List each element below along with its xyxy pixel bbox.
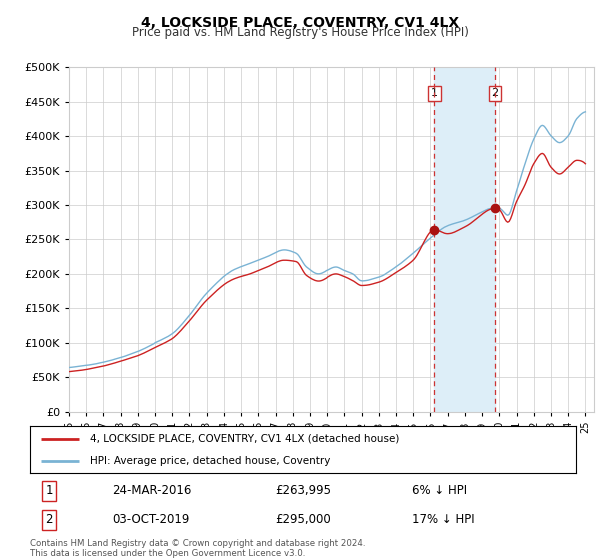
Text: Contains HM Land Registry data © Crown copyright and database right 2024.
This d: Contains HM Land Registry data © Crown c…: [30, 539, 365, 558]
Text: £295,000: £295,000: [276, 513, 331, 526]
Text: 1: 1: [431, 88, 438, 99]
Text: 24-MAR-2016: 24-MAR-2016: [112, 484, 191, 497]
Text: 1: 1: [46, 484, 53, 497]
Text: 2: 2: [491, 88, 499, 99]
Text: HPI: Average price, detached house, Coventry: HPI: Average price, detached house, Cove…: [90, 456, 331, 466]
Text: £263,995: £263,995: [276, 484, 332, 497]
Text: 4, LOCKSIDE PLACE, COVENTRY, CV1 4LX: 4, LOCKSIDE PLACE, COVENTRY, CV1 4LX: [141, 16, 459, 30]
Text: 4, LOCKSIDE PLACE, COVENTRY, CV1 4LX (detached house): 4, LOCKSIDE PLACE, COVENTRY, CV1 4LX (de…: [90, 434, 400, 444]
Bar: [434, 67, 495, 412]
Text: 2: 2: [46, 513, 53, 526]
Text: Price paid vs. HM Land Registry's House Price Index (HPI): Price paid vs. HM Land Registry's House …: [131, 26, 469, 39]
Text: 17% ↓ HPI: 17% ↓ HPI: [412, 513, 475, 526]
Text: 03-OCT-2019: 03-OCT-2019: [112, 513, 189, 526]
Text: 6% ↓ HPI: 6% ↓ HPI: [412, 484, 467, 497]
